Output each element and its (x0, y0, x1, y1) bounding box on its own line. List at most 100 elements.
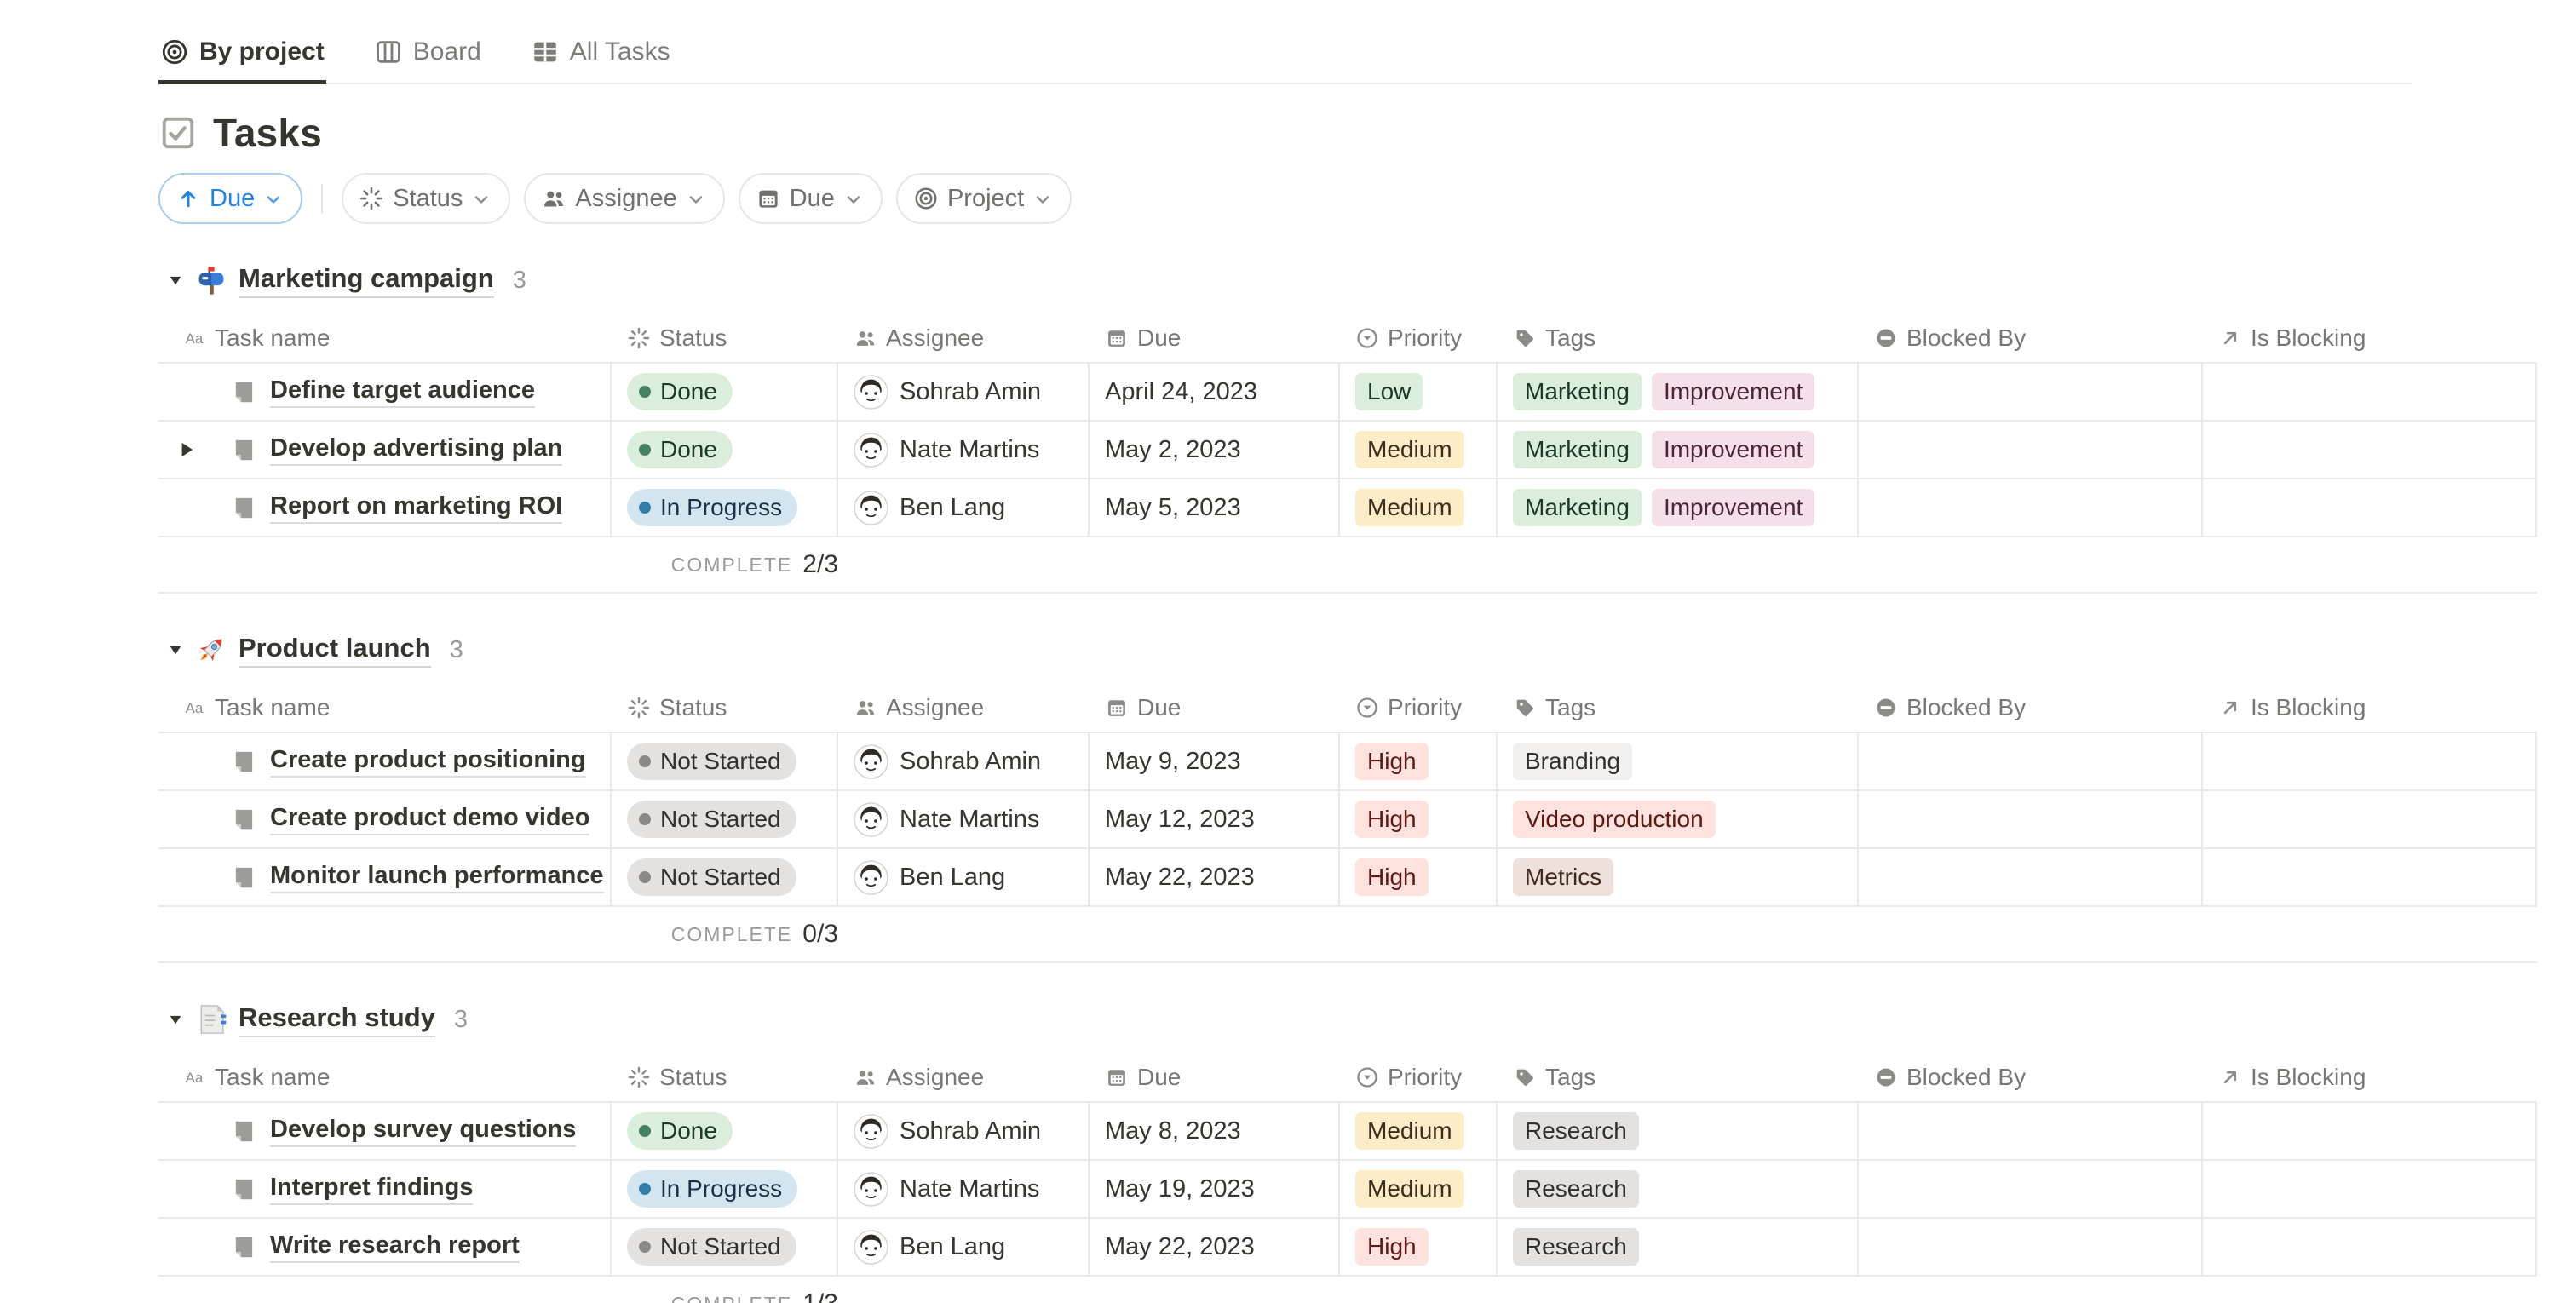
column-header-task[interactable]: Aa Task name (158, 1053, 612, 1101)
blocked-by-cell[interactable] (1859, 791, 2203, 847)
task-title[interactable]: Monitor launch performance (270, 862, 604, 893)
blocked-by-cell[interactable] (1859, 1161, 2203, 1217)
column-header-priority[interactable]: Priority (1340, 684, 1498, 732)
is-blocking-cell[interactable] (2203, 1161, 2537, 1217)
blocked-by-cell[interactable] (1859, 849, 2203, 905)
assignee-cell[interactable]: Ben Lang (838, 1219, 1090, 1275)
is-blocking-cell[interactable] (2203, 791, 2537, 847)
task-title[interactable]: Report on marketing ROI (270, 492, 563, 524)
blocked-by-cell[interactable] (1859, 422, 2203, 478)
assignee-cell[interactable]: Sohrab Amin (838, 364, 1090, 420)
column-header-due[interactable]: Due (1090, 314, 1340, 362)
due-date-cell[interactable]: May 8, 2023 (1090, 1103, 1340, 1159)
priority-cell[interactable]: Low (1340, 364, 1498, 420)
tab-all-tasks[interactable]: All Tasks (529, 29, 672, 84)
tags-cell[interactable]: Branding (1498, 733, 1859, 789)
tags-cell[interactable]: Marketing Improvement (1498, 364, 1859, 420)
column-header-tags[interactable]: Tags (1498, 314, 1859, 362)
priority-cell[interactable]: High (1340, 1219, 1498, 1275)
is-blocking-cell[interactable] (2203, 479, 2537, 536)
tab-board[interactable]: Board (372, 29, 483, 84)
is-blocking-cell[interactable] (2203, 422, 2537, 478)
filter-assignee-button[interactable]: Assignee (524, 173, 725, 224)
filter-due-button[interactable]: Due (738, 173, 883, 224)
due-date-cell[interactable]: May 9, 2023 (1090, 733, 1340, 789)
sort-button[interactable]: Due (158, 173, 303, 224)
column-header-tags[interactable]: Tags (1498, 684, 1859, 732)
group-name[interactable]: Marketing campaign (239, 263, 494, 298)
assignee-cell[interactable]: Ben Lang (838, 479, 1090, 536)
task-name-cell[interactable]: Develop survey questions (158, 1103, 612, 1159)
tab-by-project[interactable]: By project (158, 29, 326, 84)
complete-rollup[interactable]: COMPLETE 1/3 (158, 1277, 854, 1303)
status-cell[interactable]: In Progress (612, 1161, 838, 1217)
tags-cell[interactable]: Research (1498, 1219, 1859, 1275)
is-blocking-cell[interactable] (2203, 733, 2537, 789)
task-title[interactable]: Develop advertising plan (270, 434, 563, 466)
tags-cell[interactable]: Marketing Improvement (1498, 479, 1859, 536)
status-cell[interactable]: Done (612, 422, 838, 478)
task-name-cell[interactable]: Write research report (158, 1219, 612, 1275)
priority-cell[interactable]: Medium (1340, 479, 1498, 536)
column-header-assignee[interactable]: Assignee (838, 314, 1090, 362)
tags-cell[interactable]: Research (1498, 1103, 1859, 1159)
due-date-cell[interactable]: April 24, 2023 (1090, 364, 1340, 420)
task-name-cell[interactable]: Define target audience (158, 364, 612, 420)
due-date-cell[interactable]: May 19, 2023 (1090, 1161, 1340, 1217)
assignee-cell[interactable]: Sohrab Amin (838, 733, 1090, 789)
status-cell[interactable]: In Progress (612, 479, 838, 536)
blocked-by-cell[interactable] (1859, 733, 2203, 789)
is-blocking-cell[interactable] (2203, 849, 2537, 905)
status-cell[interactable]: Not Started (612, 791, 838, 847)
task-title[interactable]: Develop survey questions (270, 1116, 577, 1147)
task-name-cell[interactable]: Monitor launch performance (158, 849, 612, 905)
priority-cell[interactable]: High (1340, 791, 1498, 847)
due-date-cell[interactable]: May 22, 2023 (1090, 1219, 1340, 1275)
complete-rollup[interactable]: COMPLETE 0/3 (158, 907, 854, 961)
tags-cell[interactable]: Video production (1498, 791, 1859, 847)
assignee-cell[interactable]: Nate Martins (838, 1161, 1090, 1217)
expand-row-toggle[interactable] (175, 439, 198, 461)
task-title[interactable]: Create product demo video (270, 804, 590, 835)
blocked-by-cell[interactable] (1859, 479, 2203, 536)
is-blocking-cell[interactable] (2203, 364, 2537, 420)
column-header-status[interactable]: Status (612, 314, 838, 362)
assignee-cell[interactable]: Nate Martins (838, 422, 1090, 478)
assignee-cell[interactable]: Sohrab Amin (838, 1103, 1090, 1159)
priority-cell[interactable]: Medium (1340, 1103, 1498, 1159)
is-blocking-cell[interactable] (2203, 1103, 2537, 1159)
page-title[interactable]: Tasks (213, 111, 323, 155)
priority-cell[interactable]: Medium (1340, 422, 1498, 478)
column-header-status[interactable]: Status (612, 684, 838, 732)
filter-project-button[interactable]: Project (895, 173, 1072, 224)
column-header-is-blocking[interactable]: Is Blocking (2203, 314, 2537, 362)
due-date-cell[interactable]: May 2, 2023 (1090, 422, 1340, 478)
tags-cell[interactable]: Marketing Improvement (1498, 422, 1859, 478)
status-cell[interactable]: Done (612, 364, 838, 420)
due-date-cell[interactable]: May 5, 2023 (1090, 479, 1340, 536)
column-header-is-blocking[interactable]: Is Blocking (2203, 1053, 2537, 1101)
task-name-cell[interactable]: Develop advertising plan (158, 422, 612, 478)
column-header-blocked-by[interactable]: Blocked By (1859, 314, 2203, 362)
column-header-assignee[interactable]: Assignee (838, 684, 1090, 732)
blocked-by-cell[interactable] (1859, 364, 2203, 420)
blocked-by-cell[interactable] (1859, 1219, 2203, 1275)
column-header-blocked-by[interactable]: Blocked By (1859, 1053, 2203, 1101)
status-cell[interactable]: Not Started (612, 1219, 838, 1275)
column-header-blocked-by[interactable]: Blocked By (1859, 684, 2203, 732)
column-header-priority[interactable]: Priority (1340, 314, 1498, 362)
task-name-cell[interactable]: Report on marketing ROI (158, 479, 612, 536)
assignee-cell[interactable]: Ben Lang (838, 849, 1090, 905)
column-header-due[interactable]: Due (1090, 684, 1340, 732)
task-title[interactable]: Define target audience (270, 376, 536, 408)
column-header-due[interactable]: Due (1090, 1053, 1340, 1101)
column-header-priority[interactable]: Priority (1340, 1053, 1498, 1101)
column-header-status[interactable]: Status (612, 1053, 838, 1101)
column-header-is-blocking[interactable]: Is Blocking (2203, 684, 2537, 732)
due-date-cell[interactable]: May 22, 2023 (1090, 849, 1340, 905)
task-title[interactable]: Write research report (270, 1231, 520, 1263)
due-date-cell[interactable]: May 12, 2023 (1090, 791, 1340, 847)
blocked-by-cell[interactable] (1859, 1103, 2203, 1159)
tags-cell[interactable]: Metrics (1498, 849, 1859, 905)
group-collapse-toggle[interactable] (158, 263, 193, 297)
